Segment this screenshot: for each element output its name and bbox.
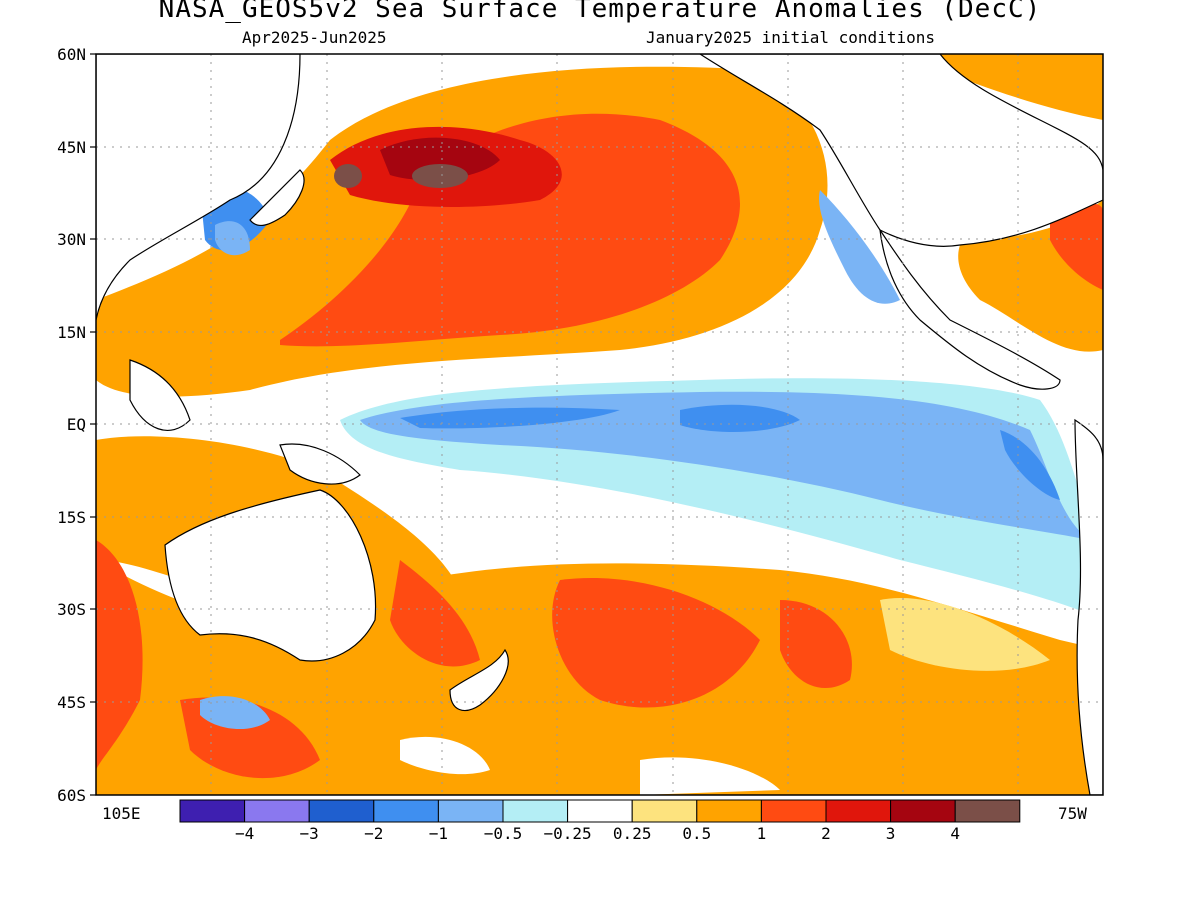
colorbar-tick-label: 0.5 — [682, 824, 712, 843]
colorbar-tick-label: 1 — [756, 824, 767, 843]
lat-label-30s: 30S — [57, 600, 86, 619]
lat-tick-marks — [90, 53, 96, 796]
lat-label-45s: 45S — [57, 693, 86, 712]
colorbar-swatch — [825, 799, 892, 823]
colorbar-swatch — [179, 799, 246, 823]
colorbar-tick-label: 3 — [885, 824, 896, 843]
lat-label-30n: 30N — [57, 230, 86, 249]
colorbar-tick-label: 0.25 — [612, 824, 652, 843]
colorbar-tick-label: −3 — [299, 824, 319, 843]
lat-label-15s: 15S — [57, 508, 86, 527]
colorbar-tick-label: −4 — [234, 824, 255, 843]
lon-label-left: 105E — [102, 804, 141, 823]
lat-label-45n: 45N — [57, 138, 86, 157]
colorbar-swatch — [567, 799, 633, 823]
forecast-period: Apr2025-Jun2025 — [242, 28, 387, 47]
colorbar-tick-label: −2 — [364, 824, 384, 843]
lat-label-60n: 60N — [57, 45, 86, 64]
colorbar-tick-label: −0.5 — [483, 824, 523, 843]
colorbar-tick-label: 2 — [821, 824, 831, 843]
lon-label-right: 75W — [1058, 804, 1087, 823]
lat-label-60s: 60S — [57, 786, 86, 805]
colorbar-swatch — [696, 799, 762, 823]
colorbar-swatch — [437, 799, 504, 823]
colorbar-tick-label: −0.25 — [543, 824, 592, 843]
lat-label-15n: 15N — [57, 323, 86, 342]
lat-label-eq: EQ — [66, 415, 86, 434]
map-gridlines — [96, 54, 1103, 795]
colorbar-swatch — [954, 799, 1021, 823]
colorbar — [179, 799, 1021, 823]
colorbar-swatch — [373, 799, 439, 823]
colorbar-swatch — [890, 799, 956, 823]
colorbar-tick-label: −1 — [428, 824, 449, 843]
colorbar-tick-label: 4 — [950, 824, 960, 843]
colorbar-swatch — [308, 799, 375, 823]
colorbar-swatch — [502, 799, 569, 823]
colorbar-swatch — [244, 799, 310, 823]
colorbar-swatch — [760, 799, 827, 823]
map-title: NASA_GEOS5v2 Sea Surface Temperature Ano… — [158, 0, 1042, 24]
anomaly-field — [96, 54, 1103, 795]
colorbar-swatch — [631, 799, 698, 823]
initial-conditions: January2025 initial conditions — [646, 28, 935, 47]
